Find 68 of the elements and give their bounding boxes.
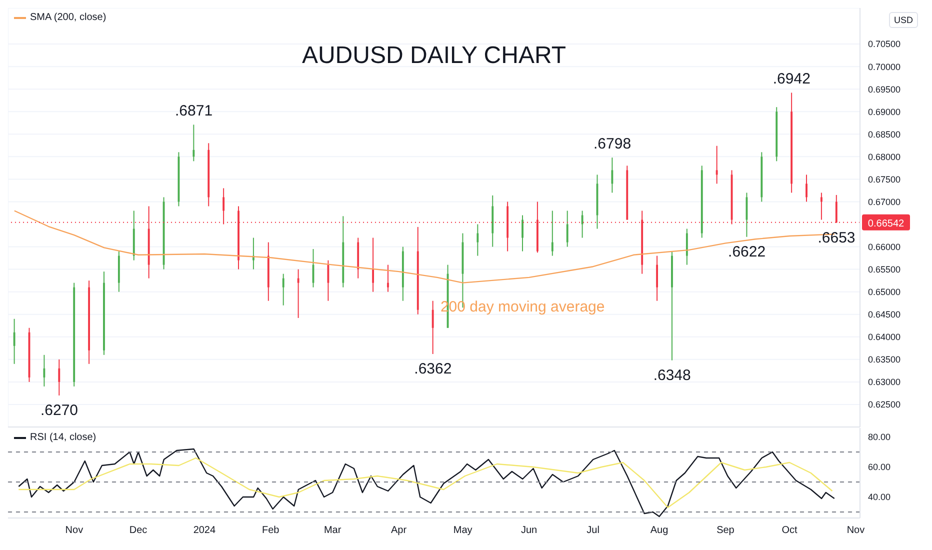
y-tick-label: 0.62500	[868, 400, 901, 410]
y-tick-label: 0.67500	[868, 174, 901, 184]
x-tick-label: Nov	[846, 525, 865, 536]
y-tick-label: 0.65000	[868, 287, 901, 298]
annotation: .6798	[594, 136, 632, 153]
x-tick-label: Oct	[782, 525, 798, 536]
candlestick	[192, 124, 195, 162]
y-tick-label: 0.65500	[868, 264, 901, 275]
y-tick-label: 0.68000	[868, 152, 901, 162]
candlestick	[13, 318, 16, 364]
candlestick	[522, 214, 524, 252]
x-tick-label: Mar	[324, 525, 342, 536]
candlestick	[297, 268, 300, 318]
candlestick	[566, 210, 568, 248]
x-tick-label: Jul	[586, 525, 600, 536]
annotation: .6348	[653, 366, 691, 384]
y-tick-label: 40.00	[868, 492, 891, 502]
text: AUDUSD DAILY CHART	[300, 42, 568, 70]
y-tick-label: 80.00	[868, 432, 891, 442]
ref-line-label: 0.66542	[868, 218, 905, 230]
y-tick-label: 60.00	[868, 462, 891, 472]
y-tick-label: 0.63500	[868, 354, 901, 365]
y-tick-label: 0.70000	[868, 62, 901, 72]
x-tick-label: 2024	[193, 525, 216, 536]
annotation: .6362	[414, 360, 452, 378]
x-tick-label: Aug	[650, 525, 668, 536]
y-tick-label: 0.68500	[868, 129, 901, 140]
annotation: .6871	[175, 102, 213, 120]
candlestick	[372, 237, 374, 292]
y-tick-label: 0.69000	[868, 106, 901, 117]
x-tick-label: Feb	[262, 525, 280, 536]
candlestick	[806, 174, 808, 202]
y-tick-label: 0.63000	[868, 377, 901, 388]
x-tick-label: Sep	[716, 525, 735, 536]
x-tick-label: May	[453, 525, 472, 536]
x-tick-label: Jun	[520, 525, 538, 536]
candlestick	[820, 192, 822, 220]
x-tick-label: Nov	[65, 525, 84, 536]
candlestick	[432, 300, 434, 355]
legend-label: RSI (14, close)	[30, 432, 96, 443]
candlestick	[716, 145, 718, 184]
x-tick-label: Dec	[129, 525, 148, 536]
text: USD	[888, 12, 918, 28]
line-series	[18, 448, 835, 518]
candlestick	[387, 264, 389, 292]
y-tick-label: 0.64000	[868, 332, 901, 342]
annotation: .6942	[772, 70, 810, 88]
y-tick-label: 0.69500	[868, 84, 901, 94]
legend-label: SMA (200, close)	[30, 12, 106, 23]
annotation: .6270	[40, 402, 78, 420]
candlestick	[476, 224, 479, 256]
annotation: .6653	[818, 230, 856, 247]
candlestick	[551, 210, 554, 256]
y-tick-label: 0.64500	[868, 310, 901, 320]
candlestick	[58, 358, 60, 396]
candlestick	[656, 255, 658, 302]
annotation: .6622	[728, 244, 766, 261]
line-series	[18, 457, 833, 508]
x-tick-label: Apr	[390, 525, 408, 536]
candlestick	[611, 157, 614, 194]
candlestick	[581, 210, 584, 238]
candlestick	[327, 260, 330, 302]
y-tick-label: 0.67000	[868, 196, 901, 207]
y-tick-label: 0.70500	[868, 39, 901, 50]
candlestick	[686, 228, 688, 266]
y-tick-label: 0.66000	[868, 242, 901, 252]
candlestick	[43, 354, 46, 387]
candlestick	[282, 273, 284, 306]
